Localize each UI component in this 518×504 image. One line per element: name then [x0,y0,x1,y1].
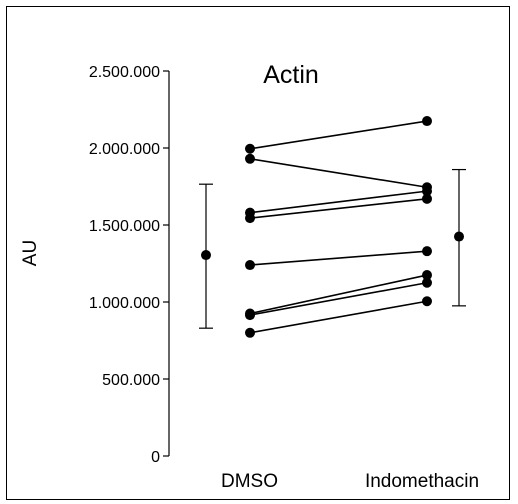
y-tick-label: 1.000.000 [89,295,160,312]
y-tick-label: 0 [151,449,160,466]
data-point-dmso [245,327,255,338]
pair-line [249,190,428,214]
chart-frame: Actin AU 0 500.000 1.000.000 1.500.000 2.000… [6,6,510,500]
x-axis-labels: DMSO Indomethacin [221,471,479,492]
pair-line [249,157,428,189]
data-point-indomethacin [422,296,432,307]
data-point-dmso [245,143,255,154]
y-axis-label: AU [20,240,41,266]
data-point-dmso [245,153,255,164]
y-tick-label: 2.000.000 [89,141,160,158]
summary-error-bars [199,168,466,329]
pair-line [249,120,428,150]
chart: Actin AU 0 500.000 1.000.000 1.500.000 2.000… [20,61,479,492]
y-tick-label: 2.500.000 [89,64,160,81]
x-category-label: DMSO [221,471,278,492]
data-point-indomethacin [422,116,432,127]
y-axis: 0 500.000 1.000.000 1.500.000 2.000.000 2.500… [89,64,170,466]
data-point-indomethacin [422,193,432,204]
pair-line [249,281,428,316]
y-tick-label: 500.000 [102,372,160,389]
data-point-indomethacin [422,277,432,288]
mean-point [201,250,211,261]
x-category-label: Indomethacin [365,471,479,492]
paired-lines [245,116,432,338]
data-point-indomethacin [422,246,432,257]
data-point-indomethacin [422,186,432,197]
y-tick-label: 1.500.000 [89,218,160,235]
data-point-indomethacin [422,270,432,281]
data-point-dmso [245,213,255,224]
pair-line [249,274,428,315]
mean-point [454,231,464,242]
data-point-dmso [245,260,255,271]
pair-line [249,300,428,334]
chart-title: Actin [263,61,319,89]
pair-line [249,250,428,266]
pair-line [249,198,428,219]
data-point-dmso [245,310,255,321]
